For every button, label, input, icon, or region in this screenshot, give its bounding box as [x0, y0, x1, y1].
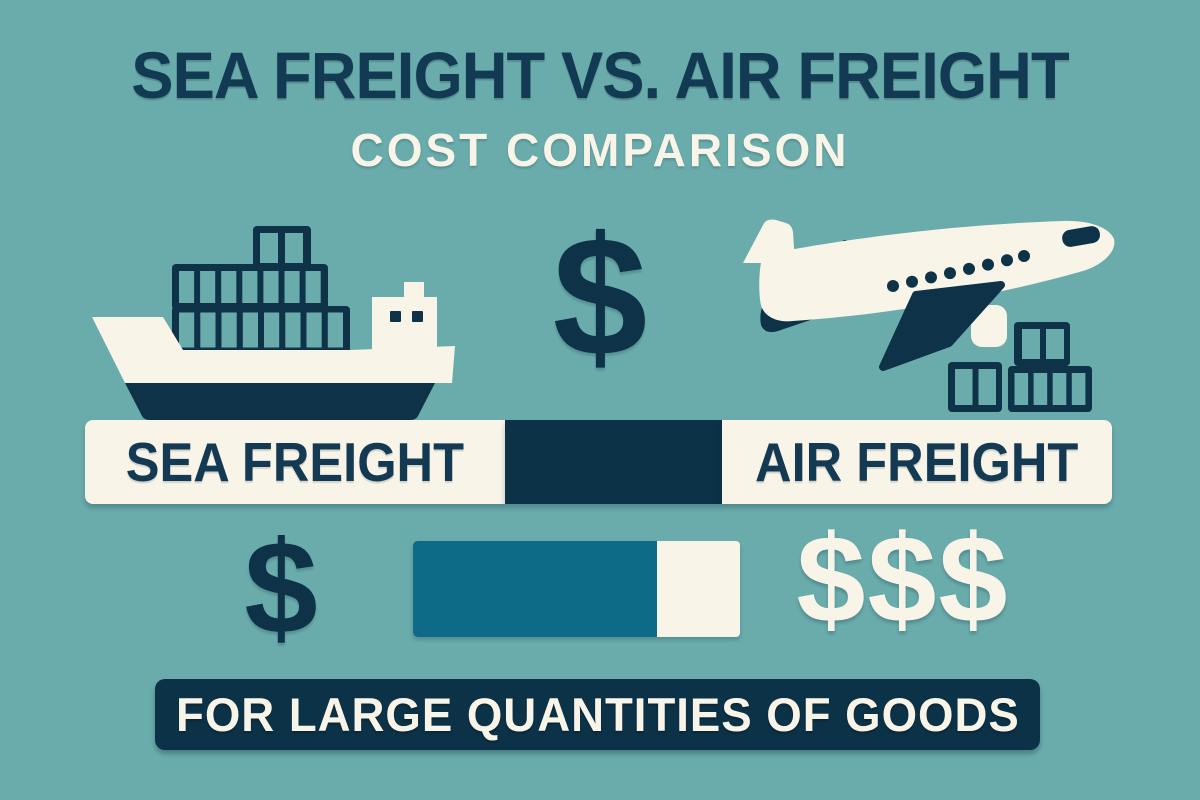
page-subtitle: COST COMPARISON	[350, 124, 850, 176]
plane-cockpit-icon	[1062, 226, 1101, 247]
footer-text: FOR LARGE QUANTITIES OF GOODS	[175, 688, 1020, 741]
plane-fuselage	[759, 220, 1115, 322]
plane-engine	[971, 305, 1007, 347]
air-freight-label-box: AIR FREIGHT	[722, 420, 1112, 504]
plane-windows	[887, 250, 1030, 292]
air-cost-symbol: $$$	[796, 511, 1010, 649]
ship-containers-icon	[172, 226, 350, 354]
air-cargo-containers-icon	[948, 322, 1092, 412]
cargo-ship-icon	[92, 226, 455, 420]
ship-hull	[92, 317, 455, 383]
air-freight-label: AIR FREIGHT	[755, 430, 1079, 493]
cost-bar-fill	[413, 541, 657, 637]
sea-freight-label: SEA FREIGHT	[125, 430, 465, 493]
ship-hull-bottom	[125, 383, 435, 420]
dollar-icon: $	[552, 202, 648, 392]
sea-cost-symbol: $	[244, 514, 318, 661]
banner-divider-block	[505, 420, 722, 504]
page-title: SEA FREIGHT VS. AIR FREIGHT	[131, 38, 1069, 112]
cost-bar	[413, 541, 740, 637]
footer-banner: FOR LARGE QUANTITIES OF GOODS	[155, 679, 1040, 750]
airplane-icon	[743, 219, 1115, 412]
sea-freight-label-box: SEA FREIGHT	[85, 420, 505, 504]
plane-main-wing	[879, 281, 1005, 371]
